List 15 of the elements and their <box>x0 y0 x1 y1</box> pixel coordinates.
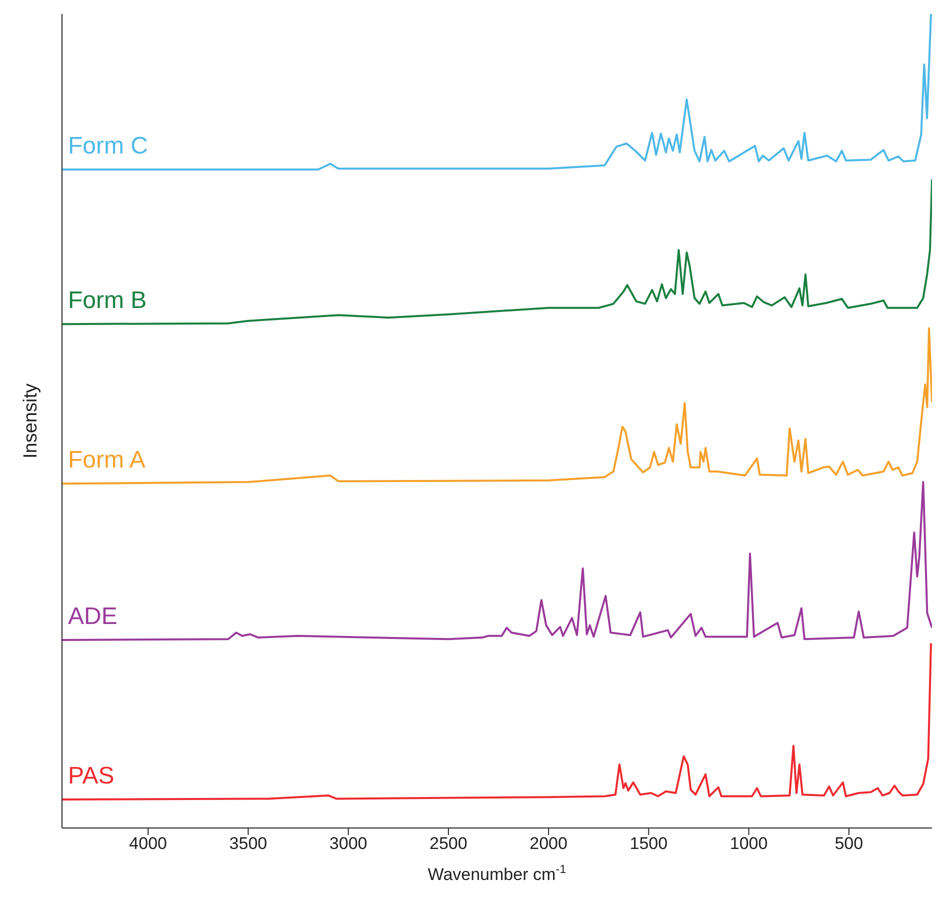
x-axis-title: Wavenumber cm$^{-1}$ <box>428 862 567 884</box>
series-label: Form C <box>68 132 148 160</box>
x-tick-label: 3000 <box>329 834 368 854</box>
series-label: PAS <box>68 762 114 790</box>
series-label: Form A <box>68 446 146 474</box>
x-tick-label: 3500 <box>229 834 268 854</box>
y-axis-title: Insensity <box>20 383 42 458</box>
x-tick-label: 2000 <box>530 834 568 854</box>
series-label: Form B <box>68 287 147 314</box>
x-tick-label: 2500 <box>430 834 468 854</box>
series-label: ADE <box>68 602 118 630</box>
x-tick-label: 1500 <box>630 834 668 854</box>
x-tick-label: 4000 <box>129 834 168 854</box>
x-tick-label: 500 <box>834 834 864 854</box>
x-tick-label: 1000 <box>730 834 768 854</box>
